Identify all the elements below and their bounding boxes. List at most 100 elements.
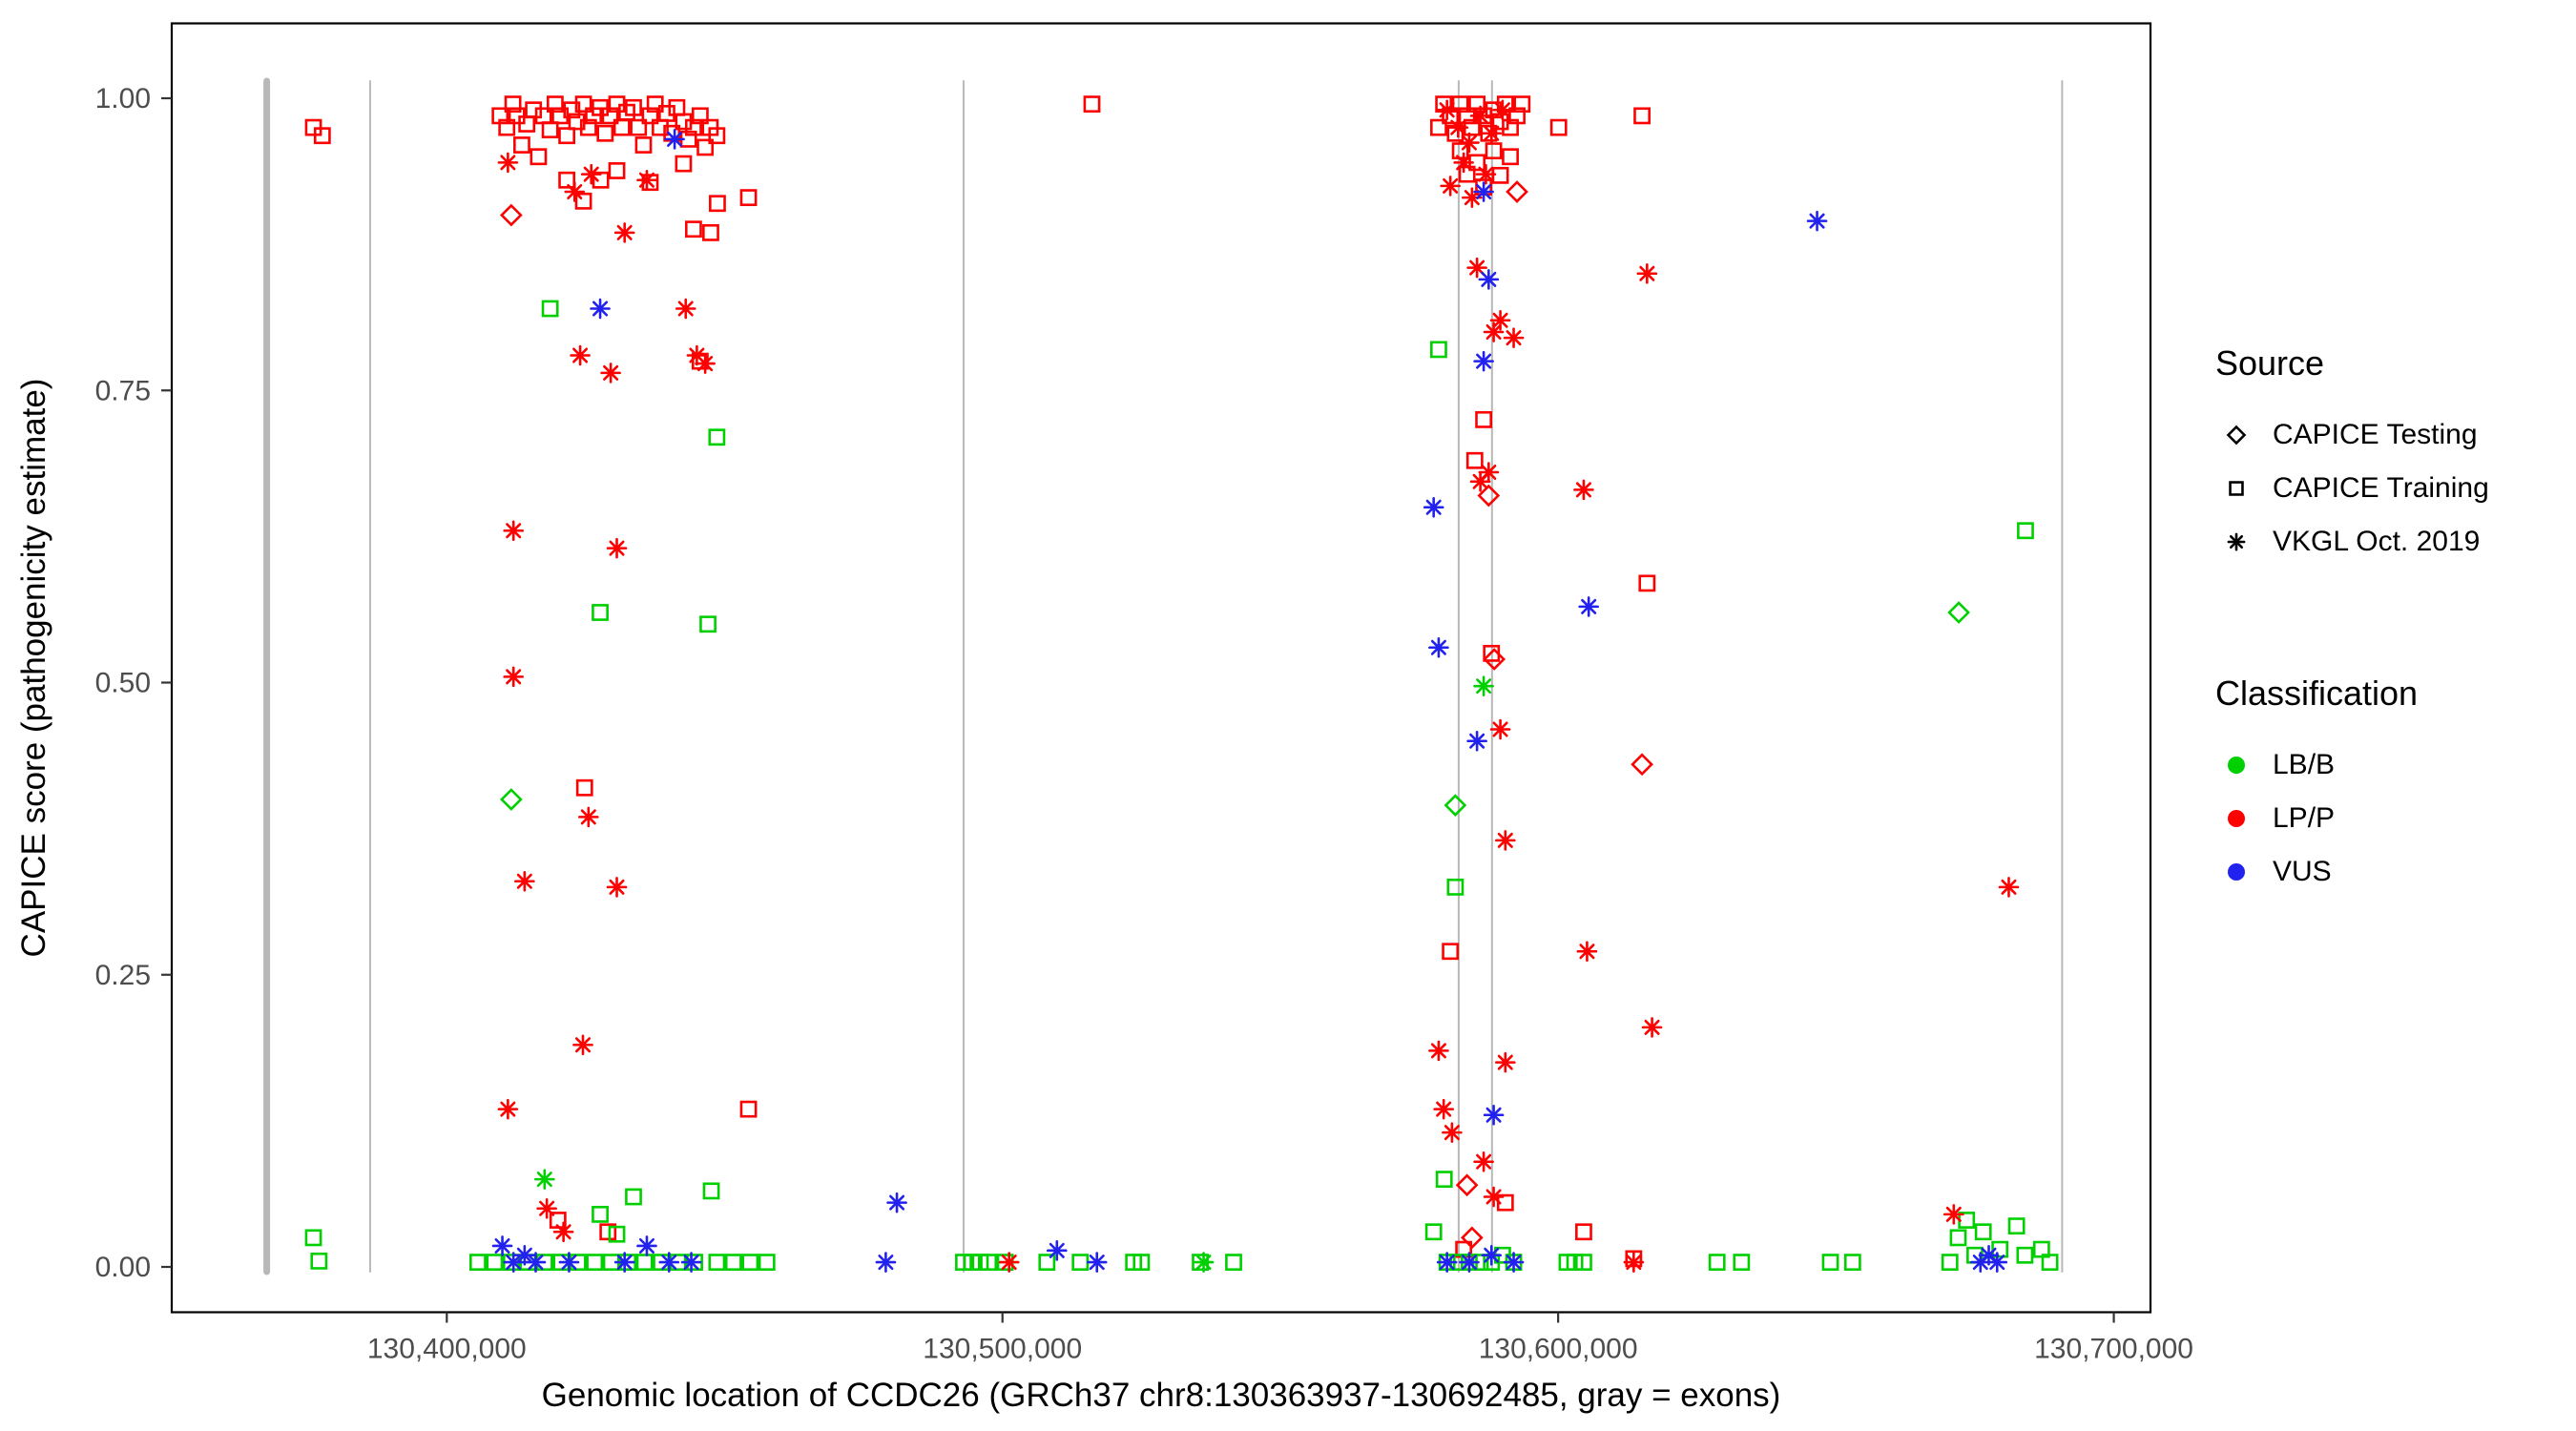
data-point [1941,1254,1959,1271]
data-point [1473,1151,1494,1172]
data-point [1459,132,1480,154]
data-point [625,98,642,116]
data-point [709,195,726,213]
data-point [1430,341,1447,359]
data-point [702,223,719,241]
data-point [1225,1254,1242,1271]
data-point [1455,1173,1479,1197]
data-point [1986,1252,2008,1273]
legend-item-label: CAPICE Training [2273,472,2489,504]
data-point [497,152,519,174]
legend-source-items: CAPICE Testing CAPICE Training VKGL Oct. 2… [2215,408,2570,569]
data-point [1638,574,1656,592]
data-point [534,1169,555,1190]
data-point [469,1254,487,1271]
data-point [758,1254,776,1271]
data-point [551,107,570,125]
data-point [675,113,693,131]
data-point [741,1254,759,1271]
dot-icon [2215,798,2257,840]
data-point [1430,118,1447,136]
data-point [491,1235,513,1256]
data-point [541,121,559,138]
data-point [503,666,524,688]
data-point [980,1254,998,1271]
data-point [514,870,535,892]
data-point [1974,1223,1992,1241]
data-point [680,1252,702,1273]
data-point [702,1182,720,1200]
data-point [1998,877,2020,898]
data-point [1442,107,1460,125]
data-point [724,1254,742,1271]
data-point [1477,484,1501,508]
data-point [503,520,524,542]
y-tick-label: 0.75 [95,375,151,406]
data-point [1566,1254,1584,1271]
square-icon [2215,467,2257,509]
data-point [1423,496,1444,518]
legend-item-lb-b: LB/B [2215,738,2570,792]
data-point [563,101,581,119]
data-point [1469,470,1491,492]
data-point [1495,830,1516,851]
data-point [691,107,709,125]
data-point [1436,99,1458,121]
data-point [708,127,726,145]
data-point [606,537,628,559]
data-point [1843,1254,1861,1271]
series-capice-testing-lp-p [500,180,1653,1250]
data-point [592,604,609,621]
series-capice-testing-lb-b [500,601,1970,817]
x-tick-label: 130,500,000 [923,1334,1082,1365]
data-point [564,181,586,202]
data-point [2017,522,2034,540]
data-point [1495,1051,1516,1073]
data-point [636,1235,657,1256]
data-point [599,1223,617,1241]
data-point [525,1252,547,1273]
data-point [1623,1252,1645,1273]
data-point [541,300,559,318]
data-point [1991,1240,2009,1258]
data-point [504,95,522,114]
data-point [1428,1040,1449,1062]
data-point [1503,1252,1525,1273]
data-point [1478,269,1500,290]
data-point [1461,1226,1484,1250]
data-point [664,129,685,150]
data-point [552,1221,574,1243]
data-point [641,107,659,125]
data-point [1483,321,1505,342]
data-point [574,192,592,210]
data-point [570,344,591,366]
data-point [1489,309,1511,331]
data-point [646,95,664,114]
data-point [634,136,653,154]
data-point [500,788,523,811]
data-point [1436,1252,1458,1273]
data-point [1473,181,1494,202]
data-point [503,1252,524,1273]
data-point [578,806,599,828]
data-point [1473,675,1494,696]
data-point [1733,1254,1751,1271]
data-point [1708,1254,1726,1271]
data-point [708,428,726,446]
data-point [675,155,693,173]
x-tick-label: 130,600,000 [1479,1334,1638,1365]
diamond-icon [2215,414,2257,456]
data-point [695,353,716,374]
data-point [630,118,648,136]
data-point [500,203,523,227]
data-point-marker [2226,425,2247,446]
data-point [1481,1244,1503,1266]
x-tick-label: 130,400,000 [367,1334,527,1365]
data-point [1481,122,1503,144]
data-point [1475,410,1492,428]
data-point [739,1100,758,1118]
data-point [1949,1229,1967,1247]
data-point [1573,479,1594,501]
data-point [586,1254,604,1271]
